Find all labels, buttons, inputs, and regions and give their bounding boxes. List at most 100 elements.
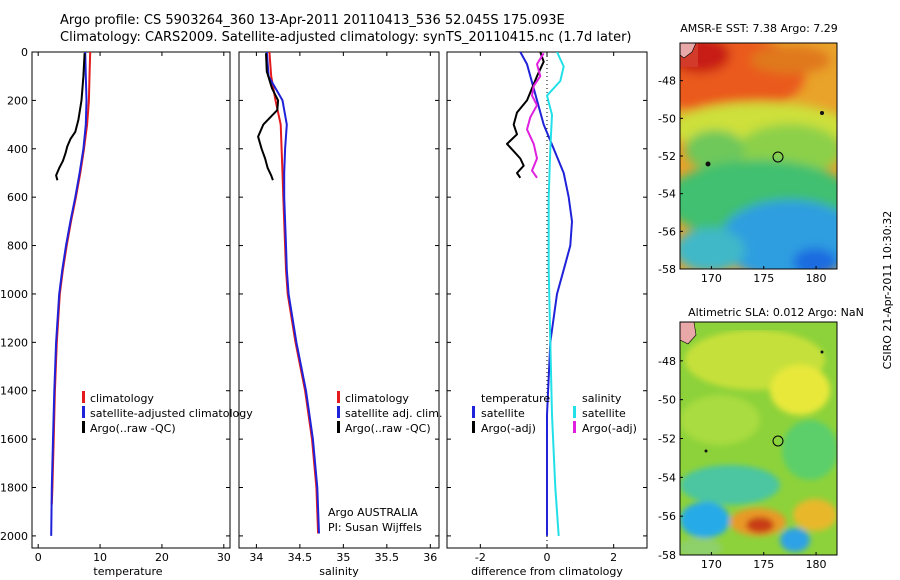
x-tick-label: -2 [475,551,486,564]
difference-legend: temperature satellite Argo(-adj) salinit… [472,392,637,435]
legend-label-climatology: climatology [345,392,409,405]
x-tick-label: 0 [544,551,551,564]
series-line-satellite [519,52,573,536]
map-x-tick-label: 170 [701,558,722,571]
salinity-series-lines [257,52,320,534]
series-line-argo [506,52,545,179]
legend-swatch-temp-argo [472,421,475,433]
figure-title-line2: Climatology: CARS2009. Satellite-adjuste… [60,30,632,45]
sla-map-title: Altimetric SLA: 0.012 Argo: NaN [688,306,864,319]
x-tick-label: 20 [155,551,169,564]
y-tick-label: 1800 [0,482,28,495]
legend-swatch-sal-satellite [573,406,576,418]
map-y-tick-label: -50 [658,394,676,407]
legend-label-argo: Argo(..raw -QC) [345,422,431,435]
pi-annotation: PI: Susan Wijffels [328,521,422,534]
sst-map-ticks: 170 175 180 -48 -50 -52 -54 -56 -58 [658,75,827,285]
salinity-plot-frame [238,51,440,549]
map-x-tick-label: 175 [753,272,774,285]
sla-heatmap [680,322,837,555]
series-line-climatology [268,52,320,534]
legend-label-argo: Argo(..raw -QC) [90,422,176,435]
legend-swatch-sal-argo [573,421,576,433]
legend-swatch-satellite [82,406,85,418]
map-y-tick-label: -50 [658,112,676,125]
legend-label-temp-satellite: satellite [481,407,525,420]
x-tick-label: 10 [93,551,107,564]
y-tick-label: 1400 [0,385,28,398]
salinity-axis-label: salinity [319,565,359,578]
sst-map-title: AMSR-E SST: 7.38 Argo: 7.29 [680,22,838,35]
series-line-sal-argo [526,52,545,179]
x-tick-label: 34 [249,551,263,564]
legend-swatch-satellite [337,406,340,418]
legend-swatch-argo [82,421,85,433]
legend-label-temp-argo: Argo(-adj) [481,422,536,435]
x-tick-label: 34.5 [288,551,313,564]
y-tick-label: 1600 [0,433,28,446]
map-y-tick-label: -52 [658,150,676,163]
temperature-legend: climatology satellite-adjusted climatolo… [82,391,253,435]
x-tick-label: 36 [423,551,437,564]
sla-float-marker [772,435,784,447]
x-tick-label: 30 [217,551,231,564]
sst-float-marker [772,151,784,163]
legend-swatch-argo [337,421,340,433]
data-centre-annotation: Argo AUSTRALIA [328,506,418,519]
temperature-series-lines [50,52,92,536]
map-x-tick-label: 175 [753,558,774,571]
sst-heatmap [680,43,837,269]
y-tick-label: 600 [7,191,28,204]
map-y-tick-label: -52 [658,433,676,446]
y-tick-label: 800 [7,240,28,253]
map-y-tick-label: -58 [658,549,676,562]
series-line-sal-satellite [546,52,565,536]
temperature-plot-frame [31,51,231,549]
series-line-argo [55,53,86,181]
profile-axis-ticks: 0 10 20 30020040060080010001200140016001800… [0,46,647,564]
legend-label-satellite: satellite adj. clim. [345,407,442,420]
map-x-tick-label: 170 [701,272,722,285]
map-y-tick-label: -48 [658,355,676,368]
x-tick-label: 0 [35,551,42,564]
map-x-tick-label: 180 [806,558,827,571]
legend-label-sal-argo: Argo(-adj) [582,422,637,435]
y-tick-label: 200 [7,94,28,107]
x-tick-label: 35 [336,551,350,564]
difference-axis-label: difference from climatology [471,565,623,578]
legend-label-sal-satellite: satellite [582,407,626,420]
map-y-tick-label: -54 [658,471,676,484]
x-tick-label: 35.5 [375,551,400,564]
side-caption: CSIRO 21-Apr-2011 10:30:32 [881,211,894,370]
y-tick-label: 0 [21,46,28,59]
y-tick-label: 1000 [0,288,28,301]
series-line-satellite [50,52,88,536]
series-line-argo [257,53,280,181]
legend-swatch-climatology [82,391,85,403]
sst-field [680,43,837,269]
sla-map-ticks: 170 175 180 -48 -50 -52 -54 -56 -58 [658,355,827,571]
salinity-legend: climatology satellite adj. clim. Argo(..… [337,391,442,435]
legend-header-salinity: salinity [582,392,622,405]
sla-field [680,330,837,555]
y-tick-label: 1200 [0,336,28,349]
figure-title-line1: Argo profile: CS 5903264_360 13-Apr-2011… [60,13,565,28]
temperature-axis-label: temperature [93,565,162,578]
y-tick-label: 2000 [0,530,28,543]
series-line-satellite [265,52,320,534]
map-y-tick-label: -56 [658,510,676,523]
difference-series-lines [506,52,573,548]
map-y-tick-label: -48 [658,75,676,88]
map-y-tick-label: -54 [658,188,676,201]
x-tick-label: 2 [610,551,617,564]
legend-label-satellite: satellite-adjusted climatology [90,407,253,420]
map-y-tick-label: -58 [658,263,676,276]
legend-swatch-climatology [337,391,340,403]
y-tick-label: 400 [7,143,28,156]
series-line-climatology [50,52,92,505]
map-y-tick-label: -56 [658,225,676,238]
map-x-tick-label: 180 [806,272,827,285]
legend-swatch-temp-satellite [472,406,475,418]
